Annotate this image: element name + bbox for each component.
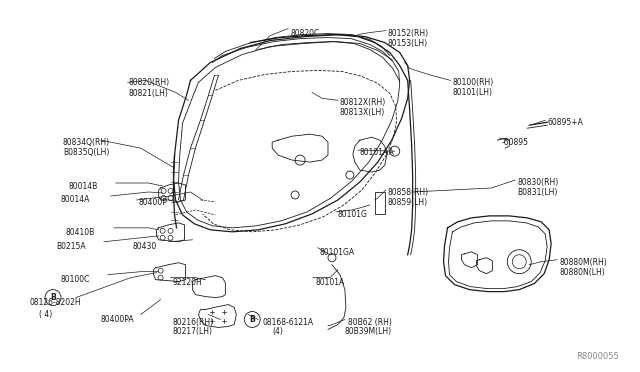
Text: B: B <box>50 293 56 302</box>
Text: 80400P: 80400P <box>139 198 168 207</box>
Text: B: B <box>250 315 255 324</box>
Text: B0831(LH): B0831(LH) <box>517 188 557 197</box>
Text: R8000055: R8000055 <box>576 352 619 361</box>
Text: 80152(RH): 80152(RH) <box>388 29 429 38</box>
Text: -60895: -60895 <box>501 138 529 147</box>
Text: 80400PA: 80400PA <box>101 314 134 324</box>
Text: 80410B: 80410B <box>66 228 95 237</box>
Text: 80813X(LH): 80813X(LH) <box>340 108 385 117</box>
Text: 80858(RH): 80858(RH) <box>388 188 429 197</box>
Text: 80820C: 80820C <box>290 29 319 38</box>
Text: 92120H: 92120H <box>173 278 202 287</box>
Text: 80821(LH): 80821(LH) <box>129 89 168 98</box>
Text: 80100(RH): 80100(RH) <box>452 78 493 87</box>
Text: 80014A: 80014A <box>61 195 90 204</box>
Text: 80217(LH): 80217(LH) <box>173 327 212 336</box>
Text: 80216(RH): 80216(RH) <box>173 318 214 327</box>
Text: 80880N(LH): 80880N(LH) <box>559 268 605 277</box>
Text: 80430: 80430 <box>132 242 157 251</box>
Text: 80B62 (RH): 80B62 (RH) <box>348 318 392 327</box>
Text: 80101G: 80101G <box>338 210 368 219</box>
Text: 80880M(RH): 80880M(RH) <box>559 258 607 267</box>
Text: 80830(RH): 80830(RH) <box>517 178 559 187</box>
Text: 80B39M(LH): 80B39M(LH) <box>345 327 392 336</box>
Text: 60895+A: 60895+A <box>547 118 583 127</box>
Text: 80014B: 80014B <box>69 182 98 191</box>
Text: 80100C: 80100C <box>61 275 90 284</box>
Text: 08168-6121A: 08168-6121A <box>262 318 314 327</box>
Text: 80101GA: 80101GA <box>320 248 355 257</box>
Text: 80834Q(RH): 80834Q(RH) <box>63 138 110 147</box>
Text: 80859(LH): 80859(LH) <box>388 198 428 207</box>
Text: 80812X(RH): 80812X(RH) <box>340 98 386 108</box>
Text: 08126-8202H: 08126-8202H <box>29 298 81 307</box>
Text: B0835Q(LH): B0835Q(LH) <box>63 148 109 157</box>
Text: (4): (4) <box>272 327 283 336</box>
Text: 80820(RH): 80820(RH) <box>129 78 170 87</box>
Text: 80101AA: 80101AA <box>360 148 395 157</box>
Text: 80101(LH): 80101(LH) <box>452 89 493 97</box>
Text: ( 4): ( 4) <box>39 310 52 318</box>
Text: B0215A: B0215A <box>56 242 86 251</box>
Text: 80101A: 80101A <box>315 278 344 287</box>
Text: 80153(LH): 80153(LH) <box>388 39 428 48</box>
Bar <box>375 192 385 214</box>
